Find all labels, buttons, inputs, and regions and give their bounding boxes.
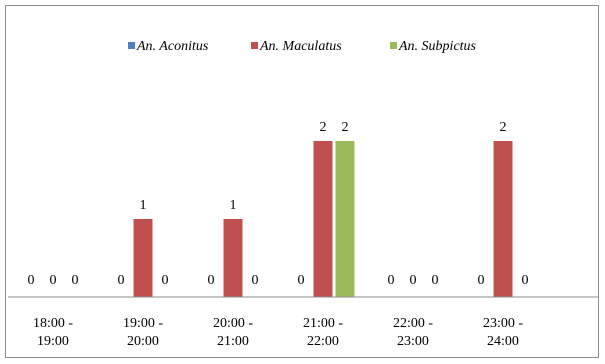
- bar: [133, 219, 153, 297]
- legend: An. Aconitus An. Maculatus An. Subpictus: [128, 39, 477, 54]
- x-tick-label-line: 23:00: [397, 334, 429, 349]
- data-label: 0: [478, 273, 485, 288]
- legend-swatch: [251, 42, 258, 49]
- bar: [313, 141, 333, 297]
- chart-frame: An. Aconitus An. Maculatus An. Subpictus 0…: [5, 5, 599, 358]
- data-label: 1: [140, 198, 147, 213]
- x-tick-label: 21:00 - 22:00: [303, 316, 343, 349]
- x-tick-label: 22:00 - 23:00: [393, 316, 433, 349]
- data-label: 0: [388, 273, 395, 288]
- bar: [223, 219, 243, 297]
- data-label: 1: [230, 198, 237, 213]
- legend-item: An. Maculatus: [251, 39, 342, 54]
- data-label: 0: [118, 273, 125, 288]
- x-tick-label-line: 21:00: [217, 334, 249, 349]
- data-label: 2: [320, 120, 327, 135]
- data-labels: 0 0 0 010 010 02 20 0 0 020: [28, 120, 529, 288]
- data-label: 0: [208, 273, 215, 288]
- data-label: 0: [50, 273, 57, 288]
- x-tick-labels: 18:00 - 19:00 19:00 - 20:00 20:00 - 21:00 21:0…: [33, 316, 523, 349]
- x-tick-label-line: 19:00 -: [123, 316, 163, 331]
- bars: [133, 141, 513, 297]
- x-tick-label: 18:00 - 19:00: [33, 316, 73, 349]
- bar: [335, 141, 355, 297]
- x-tick-label-line: 20:00 -: [213, 316, 253, 331]
- data-label: 2: [500, 120, 507, 135]
- x-tick-label-line: 22:00: [307, 334, 339, 349]
- x-tick-label-line: 18:00 -: [33, 316, 73, 331]
- data-label: 0: [72, 273, 79, 288]
- x-tick-label-line: 24:00: [487, 334, 519, 349]
- x-tick-label-line: 22:00 -: [393, 316, 433, 331]
- x-tick-label-line: 23:00 -: [483, 316, 523, 331]
- data-label: 0: [522, 273, 529, 288]
- legend-label: An. Aconitus: [136, 39, 209, 54]
- legend-item: An. Subpictus: [390, 39, 477, 54]
- x-tick-label: 23:00 - 24:00: [483, 316, 523, 349]
- data-label: 0: [28, 273, 35, 288]
- data-label: 0: [162, 273, 169, 288]
- legend-swatch: [390, 42, 397, 49]
- data-label: 0: [252, 273, 259, 288]
- x-tick-label: 19:00 - 20:00: [123, 316, 163, 349]
- x-tick-label-line: 19:00: [37, 334, 69, 349]
- x-tick-label-line: 20:00: [127, 334, 159, 349]
- data-label: 0: [298, 273, 305, 288]
- data-label: 0: [432, 273, 439, 288]
- legend-swatch: [128, 42, 135, 49]
- data-label: 2: [342, 120, 349, 135]
- x-tick-label: 20:00 - 21:00: [213, 316, 253, 349]
- bar: [493, 141, 513, 297]
- bar-chart: An. Aconitus An. Maculatus An. Subpictus 0…: [8, 39, 598, 349]
- x-tick-label-line: 21:00 -: [303, 316, 343, 331]
- data-label: 0: [410, 273, 417, 288]
- legend-label: An. Subpictus: [398, 39, 477, 54]
- legend-item: An. Aconitus: [128, 39, 209, 54]
- legend-label: An. Maculatus: [259, 39, 342, 54]
